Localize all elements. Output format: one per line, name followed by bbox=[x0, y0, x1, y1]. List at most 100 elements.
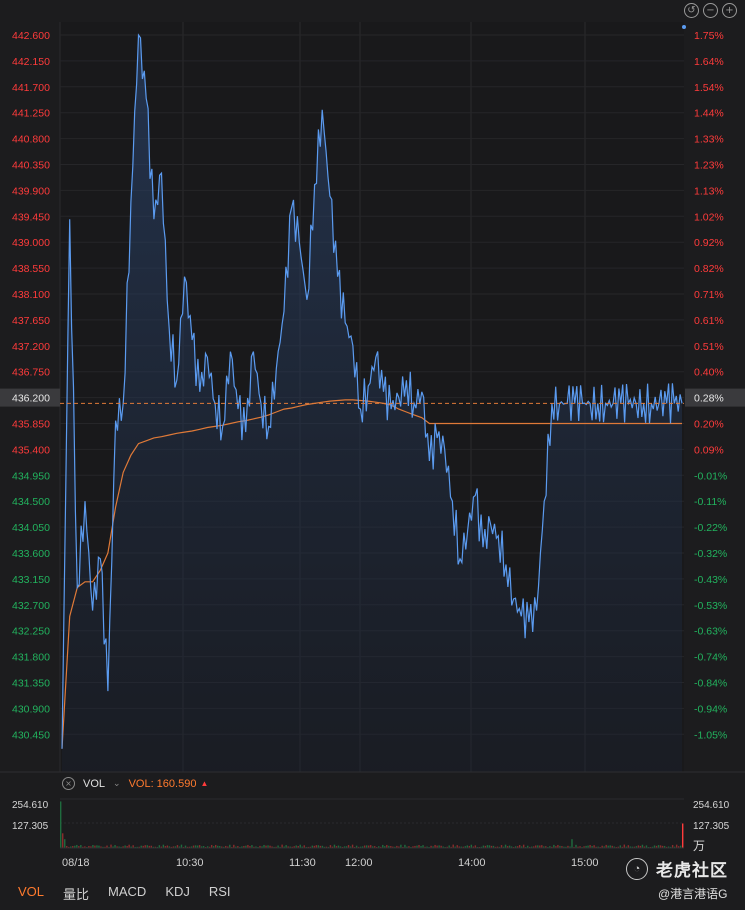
tab-volume-ratio[interactable]: 量比 bbox=[63, 887, 90, 902]
volume-bar bbox=[541, 845, 543, 848]
volume-bar bbox=[98, 845, 100, 848]
volume-bar bbox=[627, 845, 630, 848]
time-axis: 08/18 10:30 11:30 12:00 14:00 15:00 bbox=[62, 857, 599, 869]
volume-bar bbox=[176, 845, 179, 848]
volume-bar bbox=[535, 845, 537, 848]
volume-bar bbox=[647, 846, 650, 848]
volume-bar bbox=[565, 846, 567, 848]
volume-bar bbox=[233, 844, 235, 848]
volume-bar bbox=[347, 845, 350, 848]
volume-bar bbox=[319, 845, 322, 848]
volume-bar bbox=[573, 846, 575, 848]
close-icon[interactable]: × bbox=[62, 777, 75, 790]
volume-bar bbox=[402, 846, 404, 848]
volume-bar bbox=[414, 845, 416, 848]
volume-bar bbox=[293, 846, 295, 848]
tab-vol[interactable]: VOL bbox=[18, 884, 45, 899]
volume-bar bbox=[675, 844, 678, 848]
tab-rsi[interactable]: RSI bbox=[208, 884, 231, 899]
volume-bar bbox=[305, 846, 307, 848]
volume-bar bbox=[454, 846, 456, 848]
volume-bar bbox=[345, 846, 348, 848]
volume-bar bbox=[553, 844, 555, 848]
price-line bbox=[61, 33, 683, 749]
volume-bar bbox=[217, 845, 219, 848]
volume-bar bbox=[80, 845, 82, 848]
volume-bar bbox=[432, 846, 434, 848]
volume-bar bbox=[520, 846, 523, 848]
volume-bar bbox=[225, 845, 227, 848]
volume-bar bbox=[281, 844, 283, 848]
volume-bar bbox=[303, 845, 305, 848]
percent-tick-label: 1.33% bbox=[694, 134, 724, 146]
volume-bar bbox=[170, 846, 173, 848]
time-tick-label: 08/18 bbox=[62, 857, 90, 869]
volume-bar bbox=[64, 839, 66, 848]
volume-bar bbox=[130, 846, 132, 848]
volume-bar bbox=[104, 846, 106, 848]
chevron-down-icon[interactable]: ⌄ bbox=[113, 778, 121, 788]
rotate-icon[interactable]: ↺ bbox=[684, 3, 699, 18]
volume-bar bbox=[472, 846, 475, 848]
volume-bar bbox=[70, 846, 72, 848]
volume-indicator-name[interactable]: VOL bbox=[83, 777, 106, 790]
volume-bar bbox=[380, 846, 382, 848]
volume-bar bbox=[486, 845, 489, 848]
volume-bar bbox=[430, 845, 432, 848]
volume-bar bbox=[456, 845, 458, 848]
percent-tick-label: 1.23% bbox=[694, 160, 724, 172]
volume-bar bbox=[289, 846, 291, 848]
volume-bar bbox=[557, 844, 559, 848]
series-marker bbox=[682, 25, 686, 29]
volume-bar bbox=[128, 844, 130, 848]
volume-bar bbox=[100, 846, 102, 848]
volume-bar bbox=[88, 845, 90, 848]
volume-bar bbox=[148, 845, 150, 848]
volume-bar bbox=[178, 846, 181, 848]
tab-macd[interactable]: MACD bbox=[108, 884, 147, 899]
volume-bar bbox=[631, 846, 634, 848]
volume-bar bbox=[295, 845, 297, 848]
volume-bar bbox=[78, 846, 80, 848]
percent-tick-label: 0.61% bbox=[694, 315, 724, 327]
volume-bar bbox=[172, 846, 175, 848]
volume-bar bbox=[671, 845, 674, 848]
volume-bar bbox=[655, 845, 658, 848]
volume-bar bbox=[468, 845, 471, 848]
volume-bar bbox=[301, 846, 303, 848]
series-lines bbox=[60, 25, 686, 749]
volume-bar bbox=[490, 845, 493, 848]
volume-bar bbox=[410, 846, 412, 848]
volume-bar bbox=[140, 845, 142, 848]
volume-bar bbox=[440, 845, 442, 848]
percent-tick-label: 0.20% bbox=[694, 419, 724, 431]
volume-bar bbox=[66, 846, 68, 848]
time-tick-label: 10:30 bbox=[176, 857, 204, 869]
volume-bar bbox=[166, 845, 169, 848]
indicator-tabs: VOL 量比 MACD KDJ RSI bbox=[18, 884, 231, 903]
volume-bar bbox=[369, 845, 372, 848]
volume-bar bbox=[484, 845, 487, 848]
volume-bar bbox=[575, 844, 577, 848]
volume-bar bbox=[74, 845, 76, 848]
volume-bar bbox=[311, 845, 314, 848]
volume-bar bbox=[237, 846, 239, 848]
volume-bar bbox=[269, 845, 271, 848]
volume-bar bbox=[221, 846, 223, 848]
volume-bar bbox=[174, 846, 177, 848]
volume-bar bbox=[156, 846, 159, 848]
volume-bar bbox=[62, 833, 64, 848]
volume-bar bbox=[394, 846, 396, 848]
price-tick-label: 439.900 bbox=[12, 185, 50, 197]
zoom-in-icon[interactable]: + bbox=[722, 3, 737, 18]
volume-bar bbox=[508, 845, 511, 848]
volume-bar bbox=[390, 846, 392, 848]
zoom-out-icon[interactable]: − bbox=[703, 3, 718, 18]
price-tick-label: 431.350 bbox=[12, 678, 50, 690]
volume-bar bbox=[649, 846, 652, 848]
volume-bar bbox=[623, 844, 626, 848]
volume-bar bbox=[126, 846, 128, 848]
volume-bar bbox=[589, 844, 591, 848]
tab-kdj[interactable]: KDJ bbox=[165, 884, 190, 899]
